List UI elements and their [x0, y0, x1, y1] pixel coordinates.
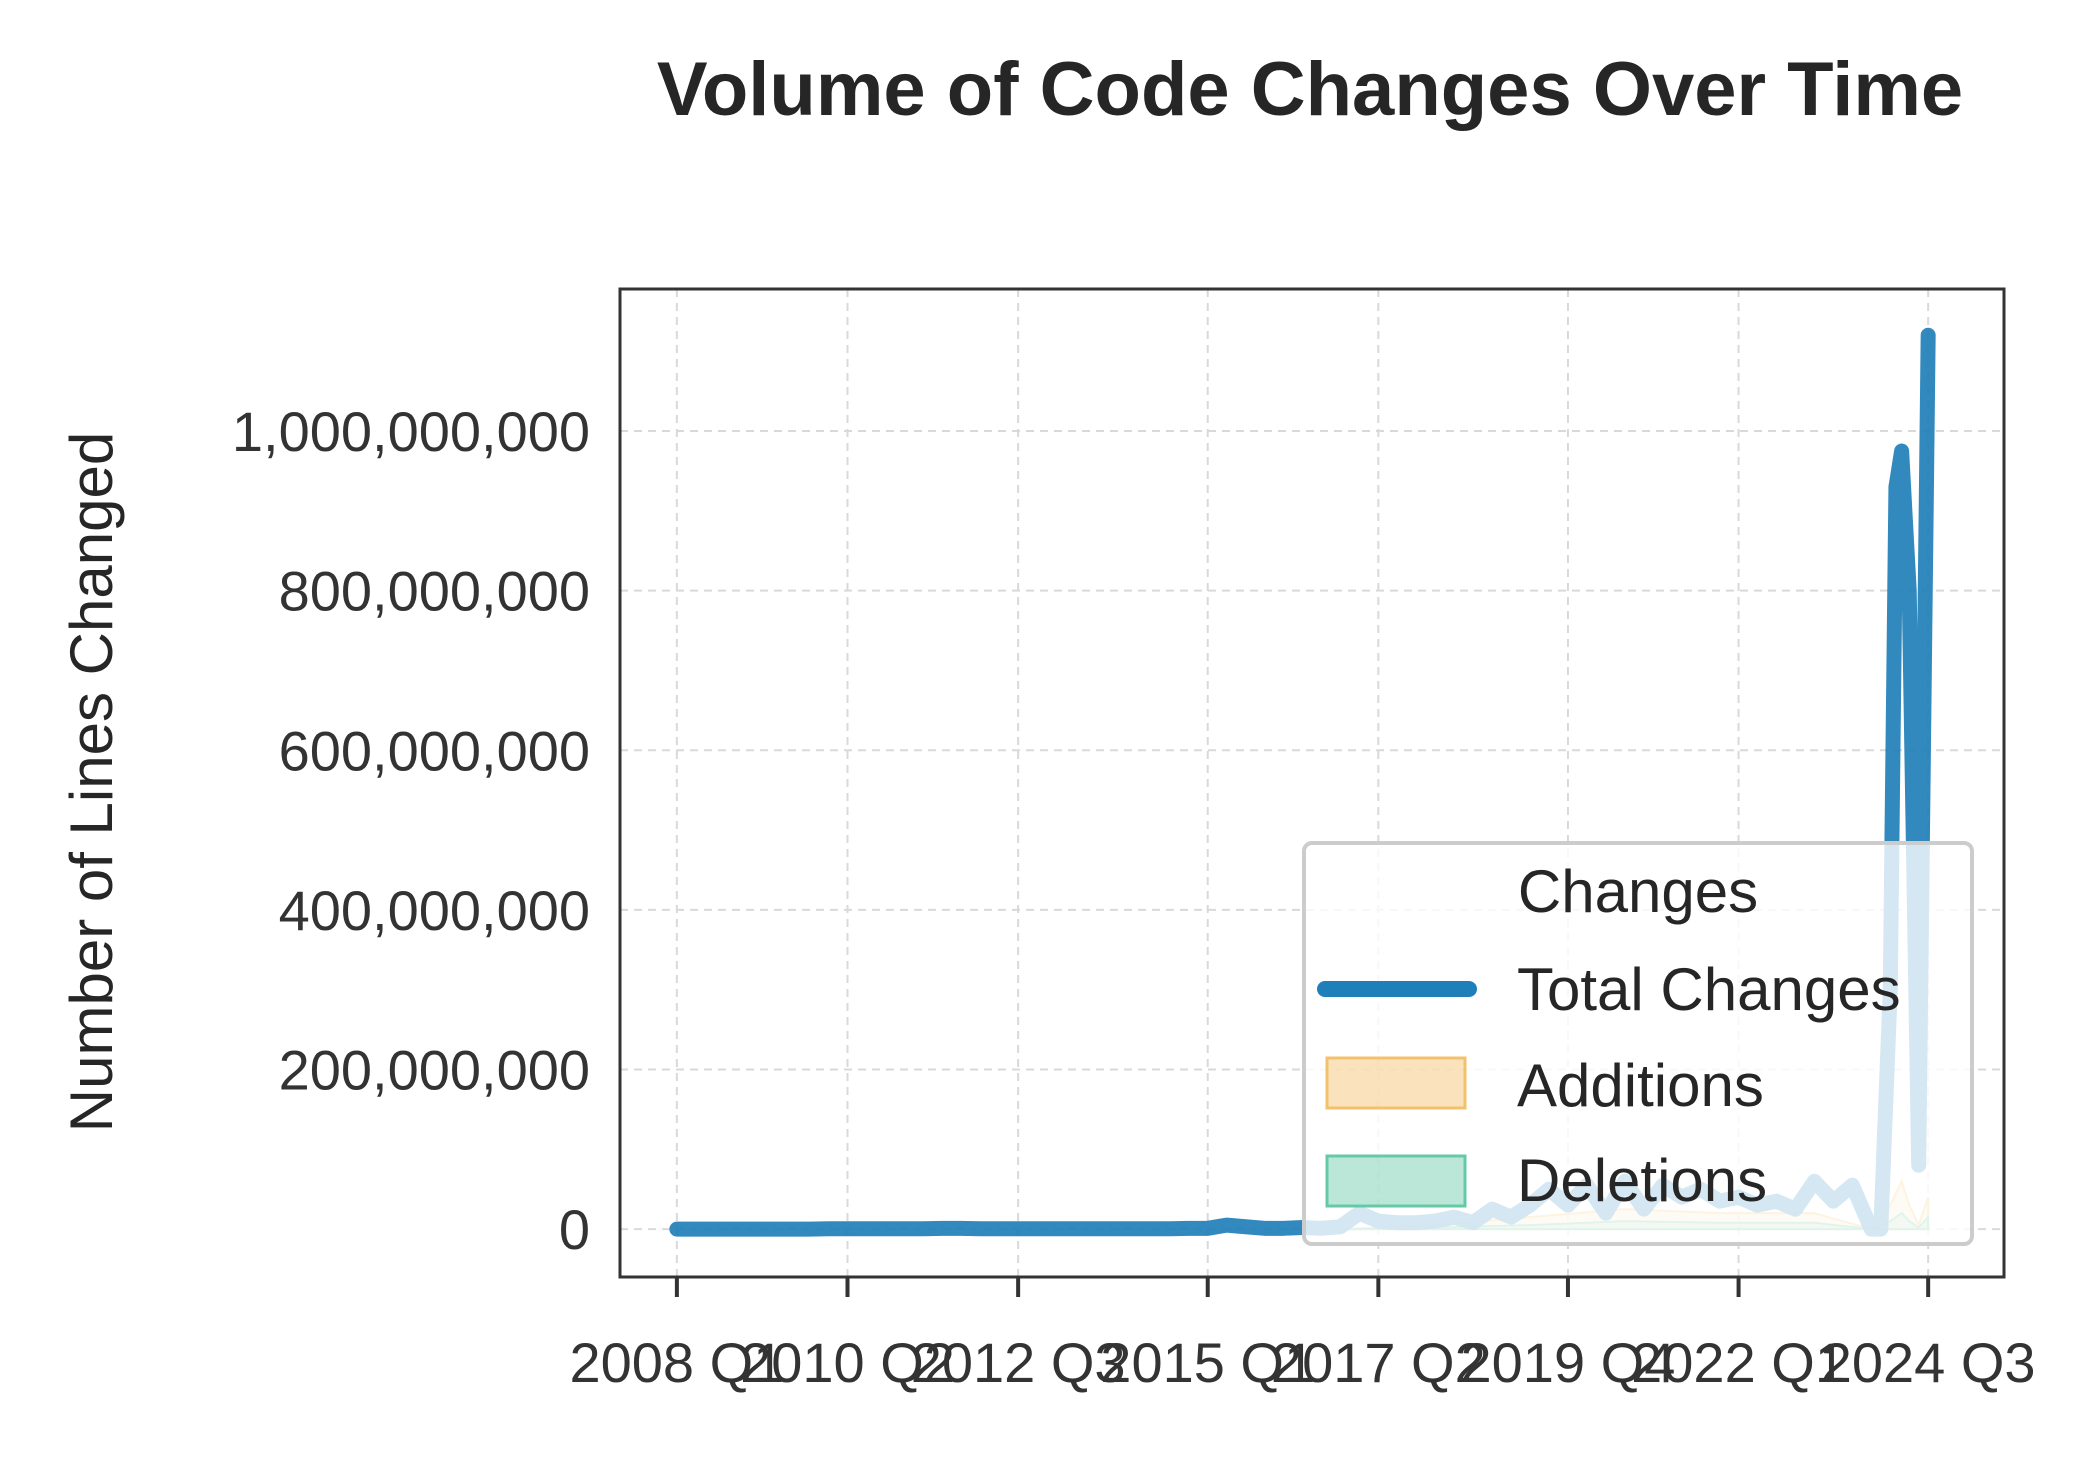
x-tick-label: 2015 Q1 [1100, 1331, 1315, 1394]
x-tick-label: 2019 Q4 [1461, 1331, 1676, 1394]
y-tick-label: 600,000,000 [279, 719, 590, 782]
plot-frame [618, 287, 2006, 1279]
x-tick-label: 2012 Q3 [911, 1331, 1126, 1394]
legend-label-additions: Additions [1517, 1052, 1764, 1119]
y-tick-label: 0 [559, 1198, 590, 1261]
legend-box [1302, 841, 1974, 1246]
legend: Changes Total Changes Additions Deletion… [1302, 841, 1974, 1246]
legend-swatch-deletions [1325, 1154, 1467, 1208]
legend-label-total-changes: Total Changes [1517, 956, 1901, 1023]
x-tick-label: 2024 Q3 [1821, 1331, 2036, 1394]
x-tick-label: 2017 Q2 [1271, 1331, 1486, 1394]
y-tick-label: 400,000,000 [279, 879, 590, 942]
chart-title: Volume of Code Changes Over Time [657, 47, 1963, 132]
x-tick-label: 2022 Q1 [1631, 1331, 1846, 1394]
y-tick-label: 1,000,000,000 [232, 400, 590, 463]
legend-swatch-additions [1325, 1056, 1467, 1110]
x-tick-label: 2010 Q2 [740, 1331, 955, 1394]
legend-title: Changes [1518, 858, 1758, 925]
y-axis-label: Number of Lines Changed [58, 432, 125, 1132]
y-tick-label: 200,000,000 [279, 1039, 590, 1102]
legend-label-deletions: Deletions [1517, 1147, 1767, 1214]
y-tick-label: 800,000,000 [279, 560, 590, 623]
y-axis-ticks: 0 200,000,000 400,000,000 600,000,000 800,00… [232, 400, 590, 1261]
x-tick-label: 2008 Q1 [569, 1331, 784, 1394]
